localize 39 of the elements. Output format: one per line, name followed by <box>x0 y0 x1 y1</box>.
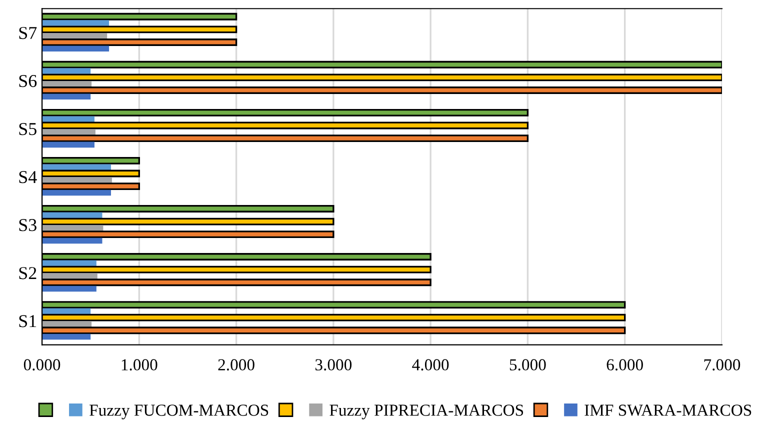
bar <box>42 286 96 292</box>
x-tick-label: 3.000 <box>315 359 352 370</box>
bar <box>42 32 108 39</box>
bar <box>42 20 110 26</box>
y-tick-label: S7 <box>19 26 37 40</box>
bar <box>42 238 102 244</box>
bar <box>42 46 110 52</box>
y-tick-label: S6 <box>19 74 37 88</box>
x-tick-label: 4.000 <box>412 359 449 370</box>
bar <box>42 94 91 100</box>
bar <box>42 212 102 218</box>
y-tick-label: S5 <box>19 122 36 136</box>
legend-label: Fuzzy FUCOM-MARCOS <box>90 404 268 420</box>
bar <box>42 225 104 231</box>
y-tick-label: S1 <box>19 315 36 328</box>
bar <box>42 68 91 74</box>
bar <box>42 142 94 148</box>
x-tick-label: 0.000 <box>24 359 60 370</box>
x-tick-label: 5.000 <box>510 359 546 370</box>
bar <box>42 308 91 314</box>
bar <box>42 177 112 183</box>
bar <box>42 321 92 327</box>
bar <box>42 334 91 340</box>
bar <box>42 116 94 122</box>
y-tick-label: S4 <box>19 171 37 184</box>
bar <box>42 273 98 279</box>
bar <box>42 190 111 196</box>
bar <box>42 129 96 135</box>
x-tick-label: 2.000 <box>218 359 254 370</box>
legend-label: Fuzzy PIPRECIA-MARCOS <box>330 404 524 420</box>
x-tick-label: 1.000 <box>122 359 158 370</box>
bar <box>42 164 111 170</box>
legend-label: IMF SWARA-MARCOS <box>584 404 752 416</box>
x-tick-label: 7.000 <box>704 359 740 370</box>
y-tick-label: S2 <box>19 267 36 280</box>
y-tick-label: S3 <box>19 219 36 232</box>
bar <box>42 260 96 266</box>
bar <box>42 80 92 87</box>
x-tick-label: 6.000 <box>606 359 643 370</box>
